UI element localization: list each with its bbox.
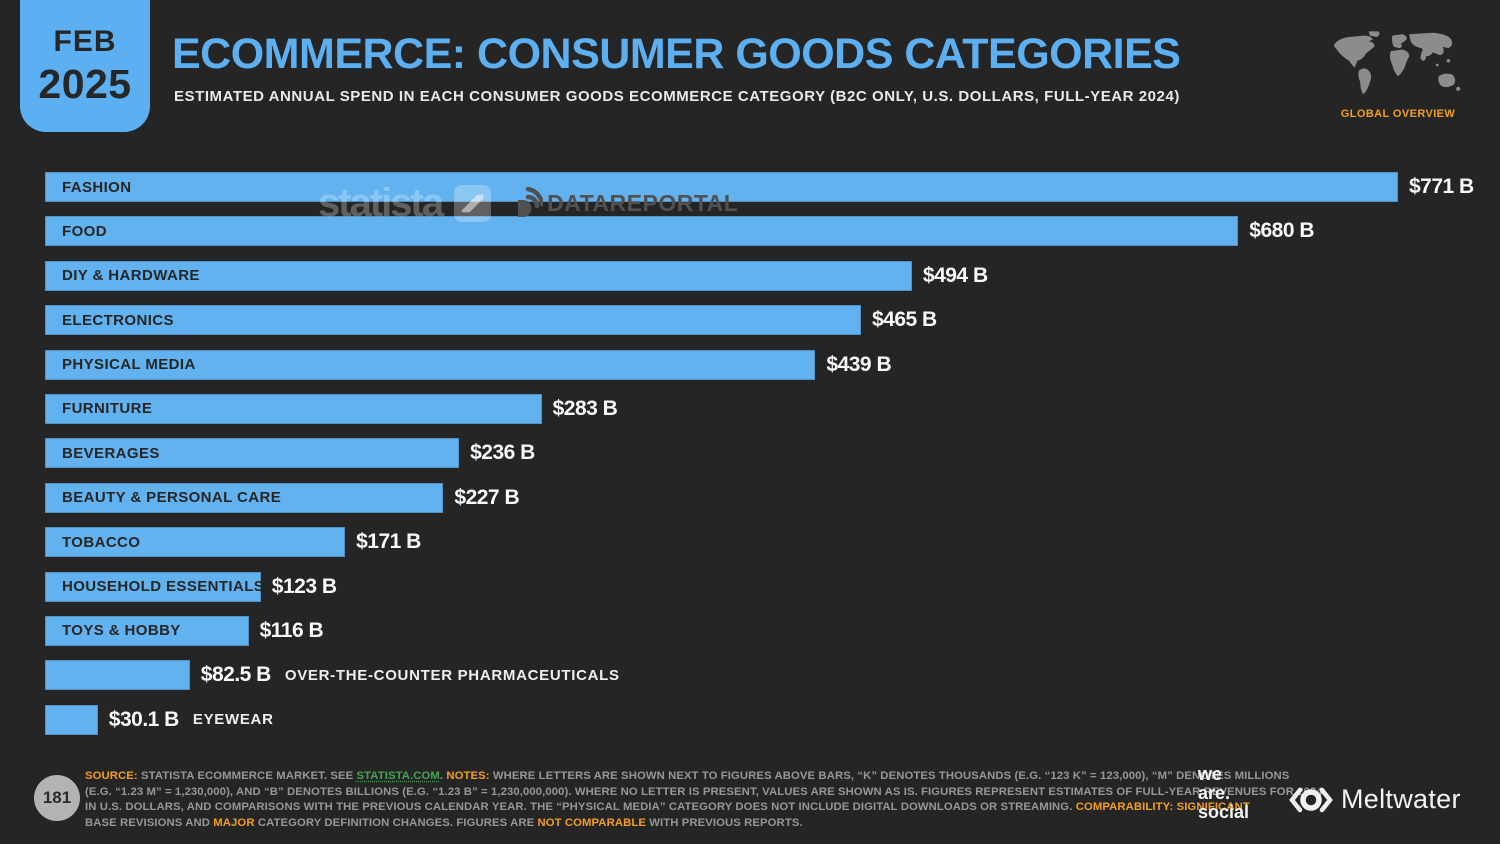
bar: TOYS & HOBBY	[45, 615, 249, 646]
source-text-segment: WITH PREVIOUS REPORTS.	[645, 816, 803, 829]
bar: HOUSEHOLD ESSENTIALS	[45, 571, 265, 602]
bar-value-label: $82.5 B	[200, 663, 272, 687]
bar-row: FOOD $680 B	[45, 216, 1500, 247]
source-notes-text: SOURCE: STATISTA ECOMMERCE MARKET. SEE S…	[85, 769, 1323, 831]
statista-com-link[interactable]: STATISTA.COM	[356, 770, 440, 782]
global-overview-label: GLOBAL OVERVIEW	[1340, 108, 1456, 120]
source-text-segment: .	[439, 770, 447, 782]
bar-row: DIY & HARDWARE $494 B	[45, 260, 1500, 291]
bar-value-label: $236 B	[470, 441, 535, 465]
world-map-icon	[1328, 30, 1468, 100]
bar: BEAUTY & PERSONAL CARE	[45, 482, 444, 513]
source-text-segment: BASE REVISIONS AND	[85, 816, 214, 829]
source-notes-line: SOURCE: STATISTA ECOMMERCE MARKET. SEE S…	[85, 769, 1323, 785]
bar: PHYSICAL MEDIA	[45, 349, 816, 380]
source-text-segment: NOTES:	[446, 770, 490, 782]
source-notes-line: IN U.S. DOLLARS, AND COMPARISONS WITH TH…	[85, 800, 1323, 816]
bar-value-label: $116 B	[259, 618, 324, 642]
we-are-social-line: are.	[1198, 783, 1231, 803]
bar-row: PHYSICAL MEDIA $439 B	[45, 349, 1500, 380]
page-title: ECOMMERCE: CONSUMER GOODS CATEGORIES	[172, 30, 1181, 78]
bar-value-label: $680 B	[1249, 219, 1315, 243]
bar-row: $30.1 B EYEWEAR	[45, 704, 1500, 735]
source-text-segment: IN U.S. DOLLARS, AND COMPARISONS WITH TH…	[85, 801, 1076, 814]
bar: DIY & HARDWARE	[45, 260, 912, 291]
source-text-segment: WHERE LETTERS ARE SHOWN NEXT TO FIGURES …	[489, 770, 1290, 782]
bar-value-label: $30.1 B	[108, 707, 180, 731]
we-are-social-line: social	[1198, 802, 1250, 822]
bar-row: HOUSEHOLD ESSENTIALS $123 B	[45, 571, 1500, 602]
bar-row: BEVERAGES $236 B	[45, 438, 1500, 469]
bar-value-label: $283 B	[552, 396, 618, 420]
bar-category-label: DIY & HARDWARE	[62, 267, 200, 285]
source-text-segment: MAJOR	[213, 816, 255, 829]
bar-category-label: TOBACCO	[62, 533, 141, 551]
source-notes-line: (E.G. “1.23 M” = 1,230,000), AND “B” DEN…	[85, 785, 1323, 801]
bar: FURNITURE	[45, 393, 542, 424]
source-text-segment: (E.G. “1.23 M” = 1,230,000), AND “B” DEN…	[85, 785, 1323, 798]
bar: FOOD	[45, 216, 1239, 247]
date-badge: FEB 2025	[20, 0, 150, 132]
bar-chart: FASHION $771 B FOOD $680 B DIY & HARDWARE $49…	[45, 172, 1500, 749]
source-text-segment: SOURCE:	[85, 770, 138, 782]
bar-value-label: $171 B	[356, 530, 421, 554]
bar-value-label: $227 B	[454, 485, 520, 509]
source-text-segment: SIGNIFICANT	[1176, 801, 1250, 814]
meltwater-eye-icon	[1289, 787, 1333, 812]
bar-category-label: FURNITURE	[62, 400, 153, 418]
bar-value-label: $494 B	[922, 263, 988, 287]
bar-value-label: $465 B	[872, 308, 937, 332]
bar-category-label: FOOD	[62, 222, 107, 240]
we-are-social-line: we	[1198, 764, 1223, 784]
page-number-badge: 181	[34, 775, 80, 821]
bar-row: FURNITURE $283 B	[45, 393, 1500, 424]
bar-row: BEAUTY & PERSONAL CARE $227 B	[45, 482, 1500, 513]
source-text-segment: STATISTA ECOMMERCE MARKET. SEE	[137, 770, 357, 782]
source-notes-line: BASE REVISIONS AND MAJOR CATEGORY DEFINI…	[85, 816, 1323, 832]
bar	[45, 660, 190, 691]
bar: ELECTRONICS	[45, 305, 861, 336]
bar-category-label: HOUSEHOLD ESSENTIALS	[62, 578, 265, 596]
bar-category-label: BEAUTY & PERSONAL CARE	[62, 489, 282, 507]
bar-value-label: $439 B	[826, 352, 892, 376]
date-badge-year: 2025	[38, 60, 132, 107]
bar-row: TOYS & HOBBY $116 B	[45, 615, 1500, 646]
bar	[45, 704, 98, 735]
source-text-segment: NOT COMPARABLE	[537, 816, 646, 829]
bar-value-label: $123 B	[271, 574, 337, 598]
bar-category-label: PHYSICAL MEDIA	[62, 356, 196, 374]
date-badge-month: FEB	[53, 24, 117, 58]
bar-row: TOBACCO $171 B	[45, 527, 1500, 558]
bar-category-label: TOYS & HOBBY	[62, 622, 181, 640]
bar-category-label: BEVERAGES	[62, 444, 160, 462]
page-subtitle: ESTIMATED ANNUAL SPEND IN EACH CONSUMER …	[174, 88, 1180, 105]
bar-row: $82.5 B OVER-THE-COUNTER PHARMACEUTICALS	[45, 660, 1500, 691]
bar-category-label: FASHION	[62, 178, 132, 196]
bar-category-label: OVER-THE-COUNTER PHARMACEUTICALS	[284, 666, 620, 684]
meltwater-logo: Meltwater	[1288, 784, 1461, 815]
meltwater-logo-text: Meltwater	[1341, 784, 1461, 814]
source-text-segment: COMPARABILITY:	[1075, 801, 1174, 814]
bar-category-label: EYEWEAR	[192, 711, 274, 729]
bar: FASHION	[45, 172, 1398, 202]
bar-value-label: $771 B	[1409, 175, 1474, 198]
bar: TOBACCO	[45, 527, 346, 558]
bar-row: FASHION $771 B	[45, 172, 1500, 202]
bar-row: ELECTRONICS $465 B	[45, 305, 1500, 336]
bar-category-label: ELECTRONICS	[62, 311, 174, 329]
source-text-segment: CATEGORY DEFINITION CHANGES. FIGURES ARE	[254, 816, 538, 829]
bar: BEVERAGES	[45, 438, 460, 469]
we-are-social-logo: we are. social	[1198, 765, 1249, 822]
